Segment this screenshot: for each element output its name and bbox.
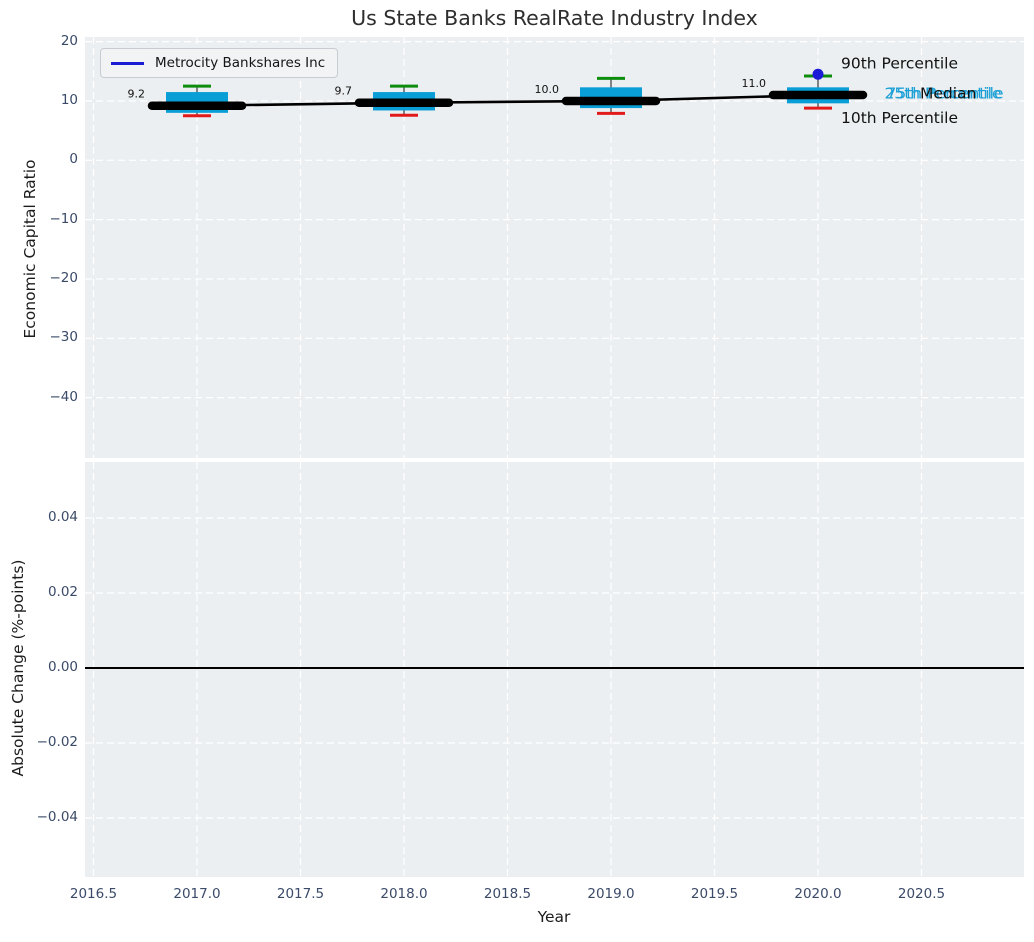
median-value-label: 11.0	[742, 77, 767, 90]
y-tick-top: 0	[69, 151, 78, 168]
y-tick-top: −30	[49, 329, 79, 346]
x-axis-label: Year	[537, 908, 571, 926]
y-tick-bottom: −0.04	[36, 809, 78, 825]
x-tick: 2017.0	[173, 886, 221, 902]
p75-annotation: 75th Percentile	[887, 85, 1004, 103]
median-annotation: Median	[920, 85, 976, 103]
x-tick: 2016.5	[69, 886, 118, 902]
company-point	[812, 68, 824, 80]
median-value-label: 9.2	[128, 88, 146, 101]
bottom-panel	[85, 462, 1024, 877]
y-axis-label-top: Economic Capital Ratio	[21, 159, 39, 339]
y-tick-top: 20	[60, 32, 78, 49]
y-tick-bottom: 0.00	[47, 659, 78, 675]
legend-label: Metrocity Bankshares Inc	[155, 55, 326, 71]
x-tick: 2017.5	[276, 886, 325, 902]
y-tick-top: −10	[49, 210, 79, 227]
p25-annotation: 25th Percentile	[885, 85, 1002, 103]
y-tick-top: −20	[49, 269, 79, 286]
y-tick-bottom: −0.02	[36, 734, 78, 750]
x-tick: 2018.5	[483, 886, 532, 902]
y-tick-bottom: 0.02	[47, 584, 78, 600]
median-value-label: 9.7	[335, 85, 353, 98]
y-tick-top: 10	[60, 91, 78, 108]
top-panel-canvas: 9.2 9.7 10.0 11.0 90th Percentile 25th Percen…	[85, 37, 1024, 458]
x-tick: 2019.5	[690, 886, 739, 902]
p10-annotation: 10th Percentile	[841, 109, 958, 127]
y-tick-bottom: 0.04	[47, 509, 78, 525]
median-connector	[196, 93, 819, 108]
median-value-label: 10.0	[535, 83, 560, 96]
bottom-panel-canvas	[85, 462, 1024, 877]
p90-annotation: 90th Percentile	[841, 54, 958, 72]
legend[interactable]: Metrocity Bankshares Inc	[100, 48, 339, 78]
x-tick: 2018.0	[380, 886, 428, 902]
y-tick-top: −40	[49, 388, 79, 405]
x-tick: 2020.0	[794, 886, 842, 902]
x-tick: 2020.5	[897, 886, 946, 902]
x-tick: 2019.0	[587, 886, 635, 902]
top-panel: 9.2 9.7 10.0 11.0 90th Percentile 25th Percen…	[85, 37, 1024, 458]
chart-title: Us State Banks RealRate Industry Index	[351, 6, 758, 30]
legend-line-icon	[111, 61, 144, 65]
